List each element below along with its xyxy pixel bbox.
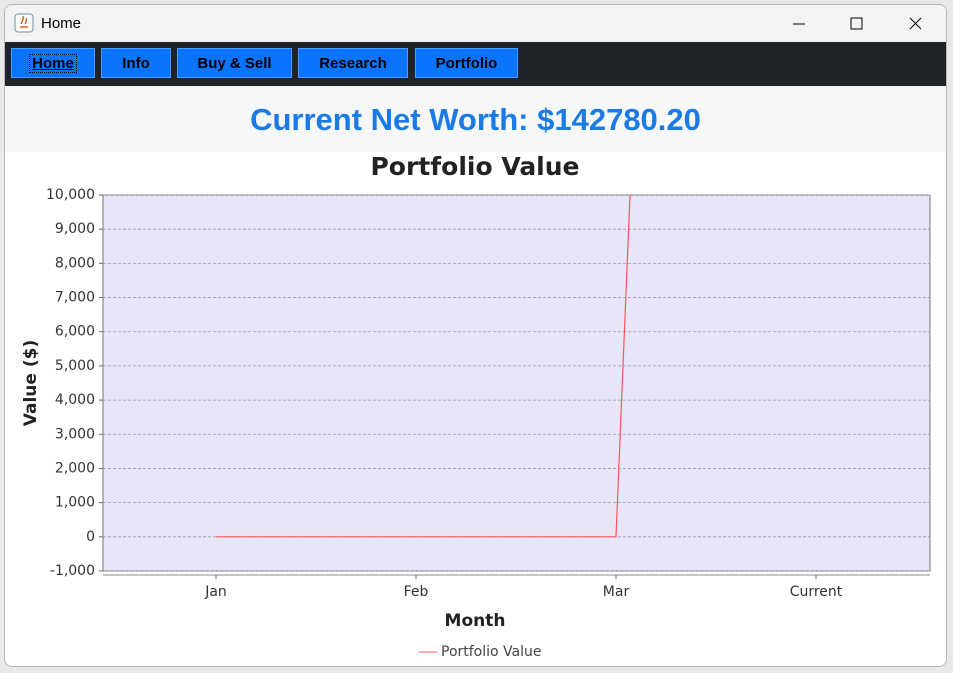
y-tick-label: 5,000 [55,358,95,374]
y-tick-label: 0 [86,529,95,545]
y-tick-label: 3,000 [55,426,95,442]
chart: Portfolio Value Month Value ($) -1,000 0 1… [21,152,931,660]
close-button[interactable] [909,17,922,30]
nav-button[interactable]: Portfolio [415,48,518,78]
y-tick-label: 1,000 [55,495,95,511]
net-worth: Current Net Worth: $142780.20 [5,86,946,152]
y-tick-label: 7,000 [55,290,95,306]
maximize-button[interactable] [850,17,863,30]
window-title: Home [41,15,82,32]
x-tick-label: Mar [603,584,630,600]
nav-button[interactable]: Research [298,48,408,78]
nav-bar: Home Info Buy & Sell Research Portfolio [5,42,946,86]
chart-title: Portfolio Value [370,152,579,181]
x-tick-label: Feb [404,584,429,600]
x-tick-label: Jan [204,584,227,600]
nav-button[interactable]: Home [29,54,77,73]
title-icons [14,13,922,33]
app-icon-glyph [20,15,28,28]
series-line [216,195,631,538]
title-bar: Home [5,5,946,42]
app-icon [14,13,34,33]
x-tick-label: Current [790,584,843,600]
y-tick-label: -1,000 [50,563,95,579]
y-axis-label: Value ($) [21,340,41,426]
y-tick-label: 6,000 [55,324,95,340]
nav-button[interactable]: Buy & Sell [177,48,292,78]
y-tick-label: 8,000 [55,255,95,271]
nav-button[interactable]: Info [101,48,171,78]
y-tick-label: 4,000 [55,392,95,408]
y-tick-label: 10,000 [46,187,95,203]
window: Home Home Info Buy & Sell Research Portf… [4,4,947,667]
y-tick-label: 9,000 [55,221,95,237]
y-tick-label: 2,000 [55,460,95,476]
x-axis-label: Month [445,611,506,631]
legend-label: Portfolio Value [441,644,542,660]
plot-area [102,194,931,572]
